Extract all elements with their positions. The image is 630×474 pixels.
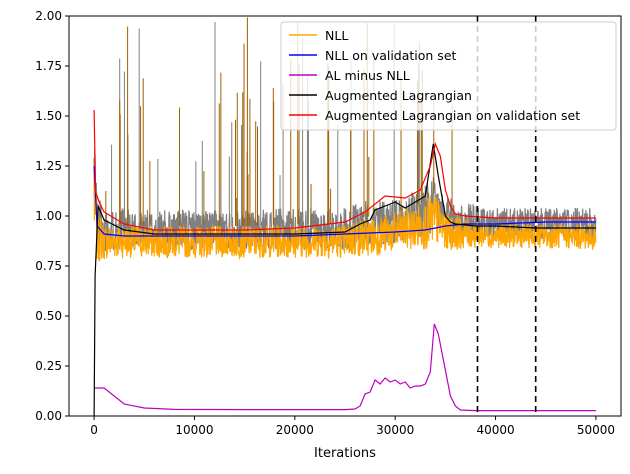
- series-nll-line: [93, 155, 597, 262]
- legend-label-augmented-lagrangian: Augmented Lagrangian: [325, 88, 472, 103]
- y-tick-label: 1.75: [35, 59, 62, 73]
- y-tick-label: 0.75: [35, 259, 62, 273]
- series-augmented-lagrangian-line: [93, 143, 596, 416]
- x-axis-label: Iterations: [314, 446, 376, 461]
- x-tick-label: 10000: [175, 423, 213, 437]
- legend-label-al-minus-nll: AL minus NLL: [325, 68, 410, 83]
- y-tick-label: 1.50: [35, 109, 62, 123]
- legend-box: [280, 21, 617, 131]
- y-tick-label: 0.25: [35, 359, 62, 373]
- y-tick-label: 0.50: [35, 309, 62, 323]
- series-al-minus-nll-line: [94, 323, 596, 412]
- series-augmented-lagrangian-on-validation-set-line: [93, 109, 596, 231]
- y-tick-label: 2.00: [35, 9, 62, 23]
- x-tick-label: 40000: [476, 423, 514, 437]
- legend-label-nll-on-validation-set: NLL on validation set: [325, 48, 457, 63]
- x-axis: 0 10000 20000 30000 40000 50000: [90, 416, 615, 437]
- y-axis: 0.00 0.25 0.50 0.75 1.00 1.25 1.50 1.75 2.00: [35, 9, 69, 423]
- legend-label-augmented-lagrangian-on-validation-set: Augmented Lagrangian on validation set: [325, 108, 580, 123]
- x-tick-label: 50000: [577, 423, 615, 437]
- legend-label-nll: NLL: [325, 28, 348, 43]
- x-tick-label: 0: [90, 423, 98, 437]
- x-tick-label: 20000: [276, 423, 314, 437]
- y-tick-label: 1.25: [35, 159, 62, 173]
- y-tick-label: 0.00: [35, 409, 62, 423]
- x-tick-label: 30000: [376, 423, 414, 437]
- legend: NLL NLL on validation set AL minus NLL Augm…: [280, 21, 617, 131]
- series-nll-on-validation-set-line: [93, 165, 596, 237]
- y-tick-label: 1.00: [35, 209, 62, 223]
